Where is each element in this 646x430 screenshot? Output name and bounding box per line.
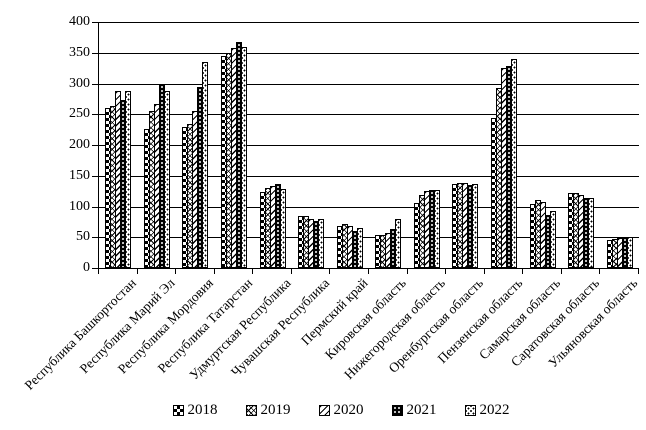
plot-area: [98, 22, 639, 269]
x-axis-tick: [483, 269, 485, 274]
bar-group: [485, 22, 524, 268]
bar-group: [138, 22, 177, 268]
legend-item: 2020: [318, 402, 364, 419]
bar: [626, 237, 633, 268]
gridline: [99, 145, 639, 146]
y-axis-label: 100: [69, 198, 90, 214]
x-axis-tick: [368, 269, 369, 274]
y-axis-tick: [92, 237, 98, 239]
gridline: [99, 52, 639, 54]
x-axis-tick: [406, 269, 408, 274]
bar: [433, 189, 440, 268]
bar-group: [523, 22, 562, 268]
bar: [318, 218, 325, 268]
y-axis-tick: [92, 22, 98, 23]
y-axis-tick: [92, 268, 98, 269]
bar-group: [562, 22, 601, 268]
bar: [356, 228, 363, 268]
y-axis-label: 350: [69, 44, 90, 60]
bar: [202, 61, 209, 268]
bar-group: [446, 22, 485, 268]
bar: [588, 197, 595, 268]
bar-group: [99, 22, 138, 268]
y-axis-tick: [92, 206, 98, 208]
y-axis-tick: [92, 52, 98, 54]
legend-marker-2018-icon: [172, 405, 184, 416]
bar-group: [408, 22, 447, 268]
legend-label: 2018: [187, 402, 218, 418]
legend-label: 2021: [406, 402, 437, 418]
legend-item: 2021: [391, 402, 437, 419]
y-axis-label: 0: [83, 260, 90, 275]
y-axis-label: 50: [76, 229, 90, 245]
legend-marker-2021-icon: [391, 405, 403, 416]
y-axis-label: 200: [69, 137, 90, 152]
legend-label: 2022: [479, 402, 510, 418]
bar: [279, 188, 286, 268]
bar-group: [176, 22, 215, 268]
legend-label: 2019: [260, 402, 291, 418]
x-axis-tick: [136, 269, 138, 274]
x-axis-tick: [638, 269, 639, 274]
gridline: [99, 83, 639, 85]
y-axis-label: 400: [69, 14, 90, 29]
bar-group: [601, 22, 640, 268]
legend-marker-2019-icon: [245, 405, 257, 416]
y-axis-tick: [92, 114, 98, 116]
bar-group: [292, 22, 331, 268]
bar: [395, 219, 402, 268]
gridline: [99, 114, 639, 116]
x-axis-tick: [329, 269, 331, 274]
bar-group: [369, 22, 408, 268]
bar: [511, 58, 518, 268]
gridline: [99, 175, 639, 177]
gridline: [99, 206, 639, 208]
bar: [472, 183, 479, 268]
x-axis-tick: [560, 269, 562, 274]
bar: [549, 211, 556, 268]
x-axis-tick: [290, 269, 292, 274]
bar: [125, 90, 132, 268]
bar: [241, 46, 248, 268]
bar: [163, 90, 170, 268]
x-axis-tick: [175, 269, 177, 274]
chart-legend: 2018 2019 2020 2021 2022: [18, 402, 646, 419]
legend-item: 2018: [172, 402, 218, 419]
y-axis-tick: [92, 175, 98, 177]
bar-group: [253, 22, 292, 268]
x-axis-tick: [252, 269, 254, 274]
legend-item: 2019: [245, 402, 291, 419]
x-axis-tick: [98, 269, 99, 274]
y-axis-tick: [92, 83, 98, 85]
legend-marker-2022-icon: [464, 405, 476, 416]
gridline: [99, 22, 639, 23]
y-axis-tick: [92, 145, 98, 146]
y-axis-label: 150: [69, 167, 90, 183]
y-axis-label: 300: [69, 75, 90, 91]
x-axis-tick: [522, 269, 524, 274]
bar-group: [330, 22, 369, 268]
bar-group: [215, 22, 254, 268]
y-axis-label: 250: [69, 106, 90, 122]
x-axis-tick: [445, 269, 447, 274]
legend-label: 2020: [333, 402, 364, 418]
x-axis-tick: [213, 269, 215, 274]
gridline: [99, 237, 639, 239]
legend-marker-2020-icon: [318, 405, 330, 416]
x-axis-tick: [599, 269, 601, 274]
legend-item: 2022: [464, 402, 510, 419]
